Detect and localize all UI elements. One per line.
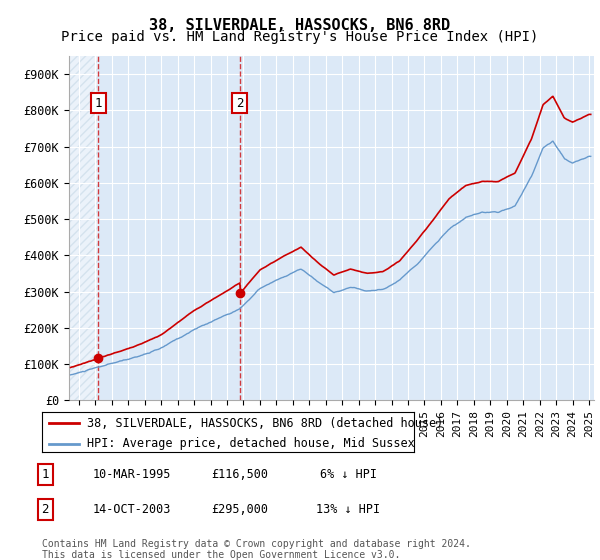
Text: 1: 1 <box>41 468 49 481</box>
Text: HPI: Average price, detached house, Mid Sussex: HPI: Average price, detached house, Mid … <box>86 437 415 450</box>
Text: 2: 2 <box>236 97 244 110</box>
Text: £116,500: £116,500 <box>212 468 269 481</box>
Text: 1: 1 <box>95 97 102 110</box>
Text: 2: 2 <box>41 503 49 516</box>
Text: 38, SILVERDALE, HASSOCKS, BN6 8RD (detached house): 38, SILVERDALE, HASSOCKS, BN6 8RD (detac… <box>86 417 443 430</box>
Text: Contains HM Land Registry data © Crown copyright and database right 2024.
This d: Contains HM Land Registry data © Crown c… <box>42 539 471 560</box>
Text: 6% ↓ HPI: 6% ↓ HPI <box>320 468 377 481</box>
Text: 13% ↓ HPI: 13% ↓ HPI <box>316 503 380 516</box>
Text: 14-OCT-2003: 14-OCT-2003 <box>93 503 171 516</box>
Text: £295,000: £295,000 <box>212 503 269 516</box>
Text: 38, SILVERDALE, HASSOCKS, BN6 8RD: 38, SILVERDALE, HASSOCKS, BN6 8RD <box>149 18 451 33</box>
Text: 10-MAR-1995: 10-MAR-1995 <box>93 468 171 481</box>
Text: Price paid vs. HM Land Registry's House Price Index (HPI): Price paid vs. HM Land Registry's House … <box>61 30 539 44</box>
Bar <box>69 56 98 400</box>
